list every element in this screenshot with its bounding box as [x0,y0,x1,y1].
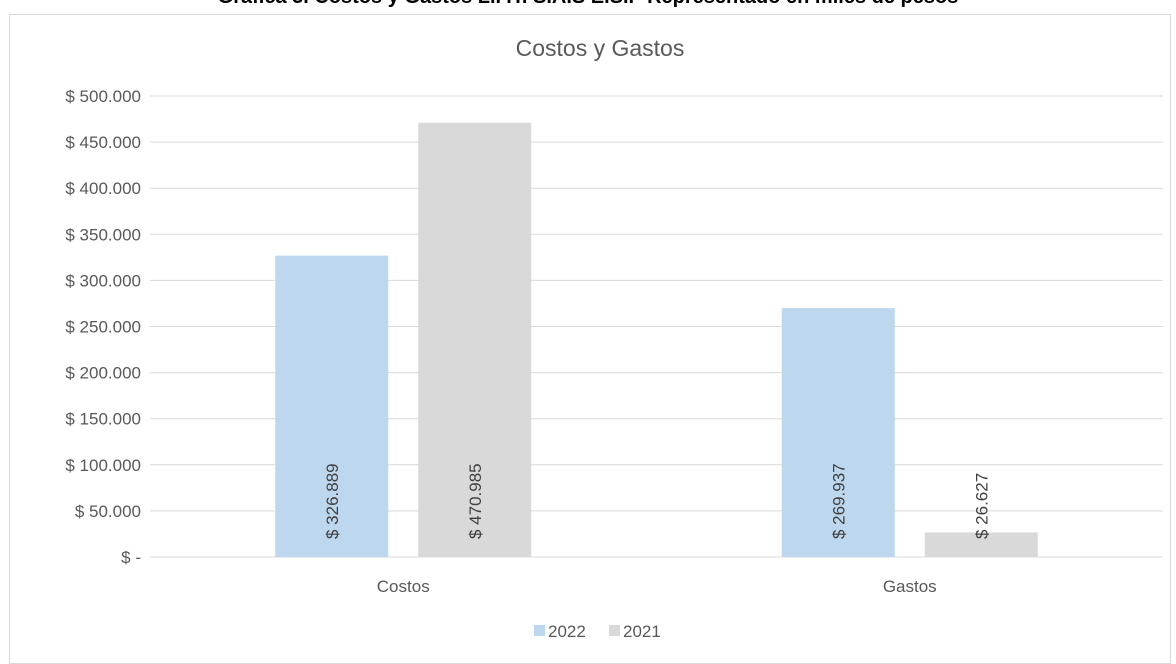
bars [275,122,1038,557]
y-tick-label: $ - [121,548,141,567]
y-tick-label: $ 100.000 [65,456,141,475]
legend-swatch [609,625,620,636]
y-tick-label: $ 500.000 [65,87,141,106]
data-label: $ 269.937 [829,463,848,539]
data-label: $ 26.627 [972,473,991,539]
x-tick-label: Costos [377,577,430,596]
bar-costos-2021 [418,122,532,557]
x-tick-label: Gastos [883,577,937,596]
y-tick-label: $ 50.000 [75,502,141,521]
bar-costos-2022 [275,255,389,557]
y-tick-label: $ 200.000 [65,364,141,383]
data-label: $ 470.985 [466,463,485,539]
chart-title: Costos y Gastos [516,35,685,61]
legend: 2022 2021 [534,622,661,641]
y-axis-labels: $ - $ 50.000 $ 100.000 $ 150.000 $ 200.000 $ … [65,87,141,567]
legend-label: 2022 [548,622,586,641]
y-tick-label: $ 150.000 [65,410,141,429]
figure-caption: Gráfica 3. Costos y Gastos L.P.T. S.A.S … [0,0,1176,9]
legend-label: 2021 [623,622,661,641]
data-labels: $ 326.889 $ 470.985 $ 269.937 $ 26.627 [323,463,992,539]
y-tick-label: $ 250.000 [65,318,141,337]
y-tick-label: $ 300.000 [65,271,141,290]
bar-gastos-2021 [924,532,1038,557]
y-tick-label: $ 350.000 [65,225,141,244]
x-axis-labels: Costos Gastos [377,577,937,596]
y-tick-label: $ 450.000 [65,133,141,152]
y-tick-label: $ 400.000 [65,179,141,198]
data-label: $ 326.889 [323,463,342,539]
bar-gastos-2022 [781,308,895,557]
legend-swatch [534,625,545,636]
